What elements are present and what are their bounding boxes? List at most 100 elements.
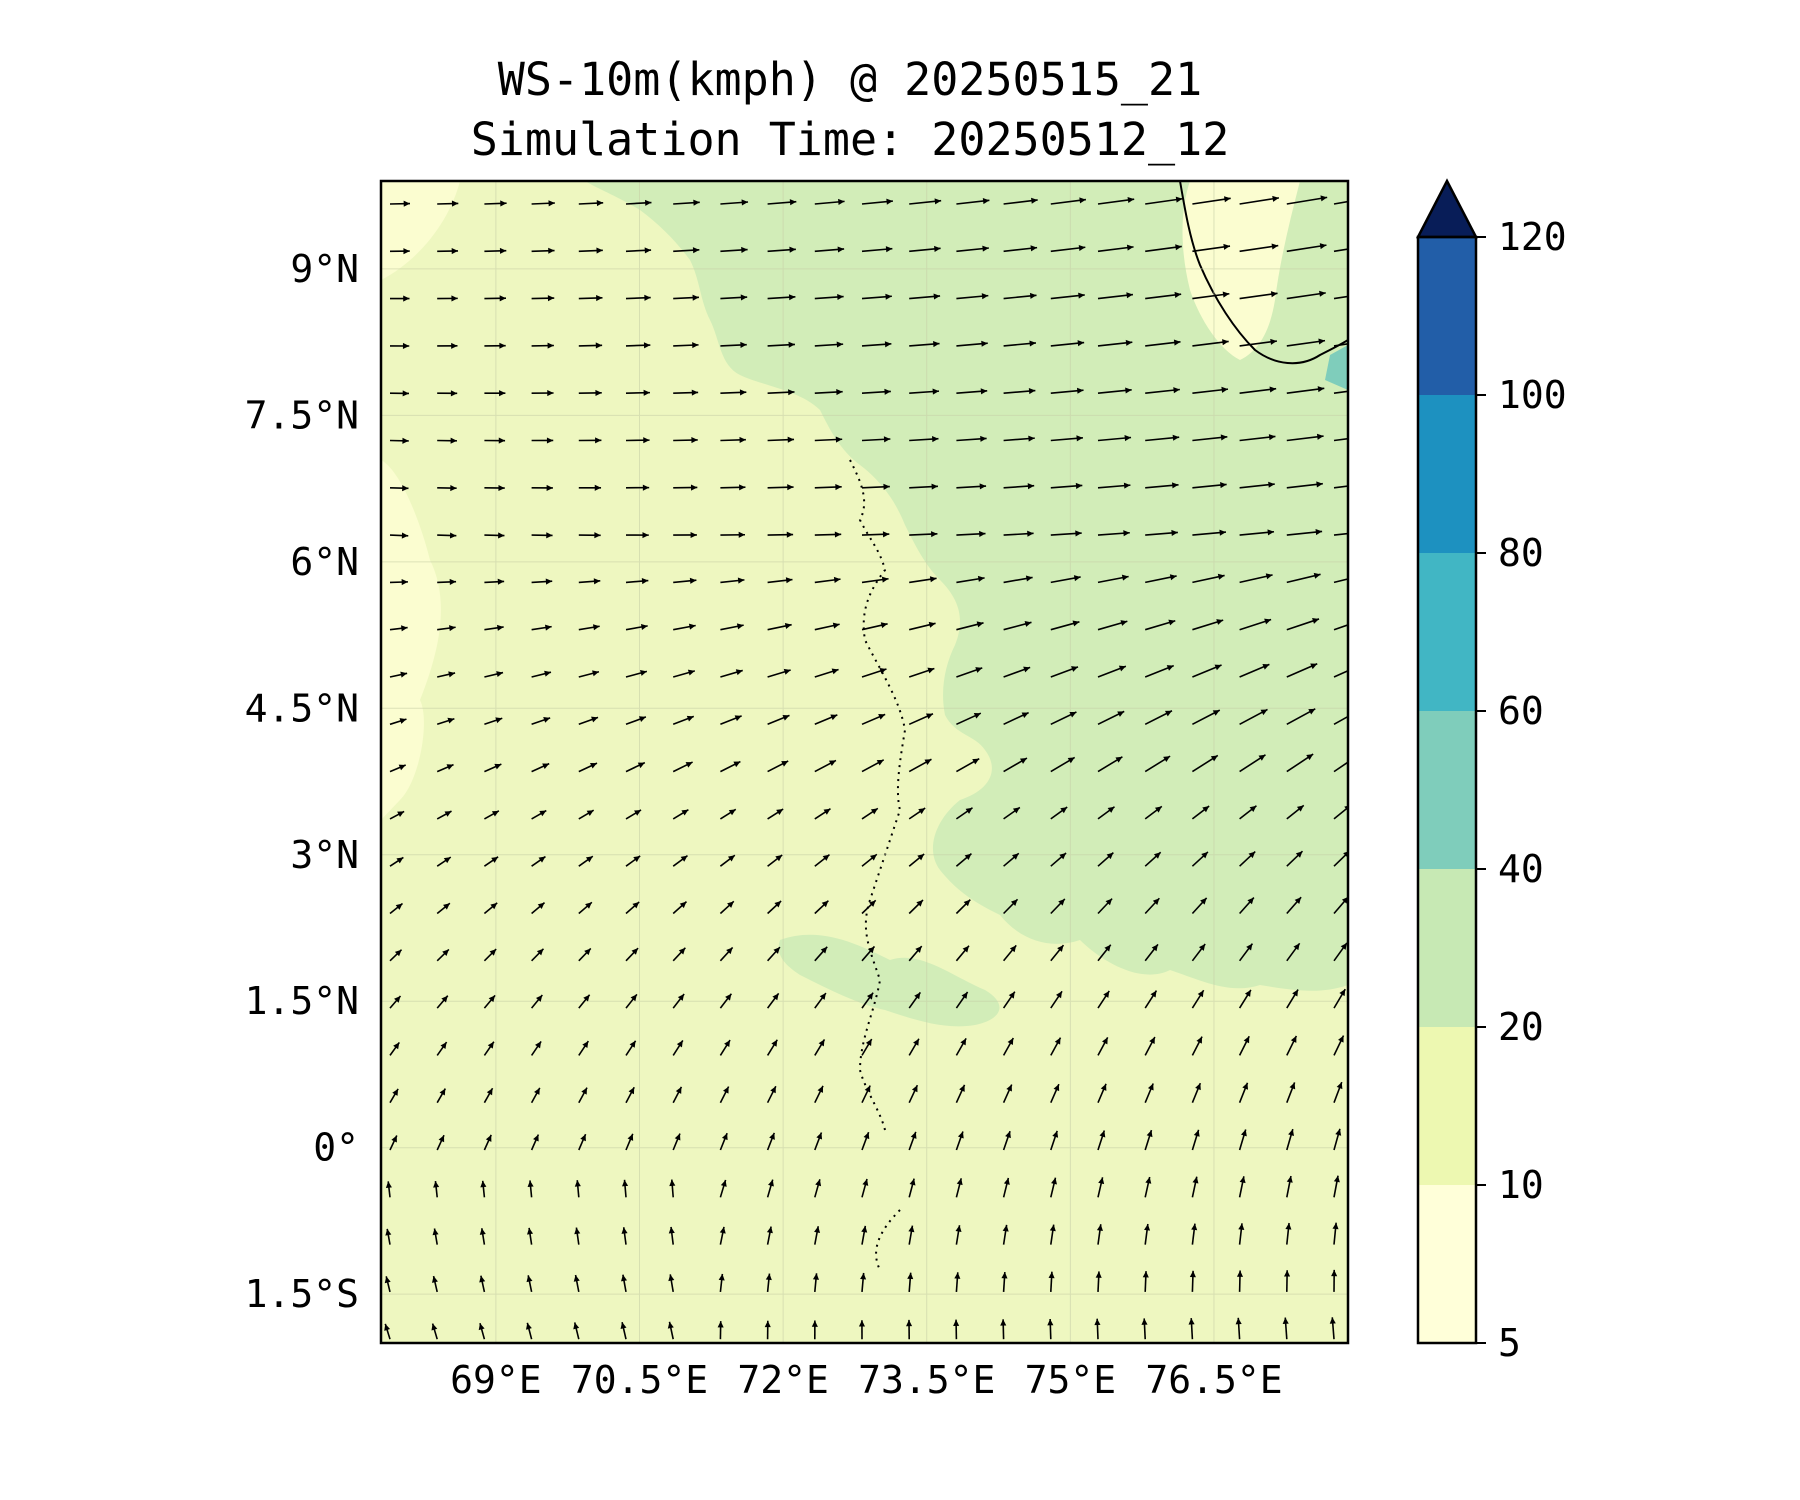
wind-arrow (956, 483, 987, 490)
wind-arrow (1192, 529, 1227, 536)
wind-arrow (1286, 529, 1323, 536)
wind-arrow (621, 1274, 628, 1293)
wind-arrow (436, 948, 450, 962)
wind-arrow (578, 809, 595, 820)
wind-arrow (483, 1134, 492, 1151)
wind-arrow (484, 342, 506, 349)
wind-arrow (1097, 806, 1115, 820)
wind-arrow (1238, 943, 1254, 962)
longitude-axis: 69°E 70.5°E 72°E 73.5°E 75°E 76.5°E (450, 1358, 1282, 1402)
wind-arrow (436, 902, 451, 915)
wind-arrow (1142, 1271, 1149, 1292)
wind-arrow (811, 1320, 818, 1340)
wind-arrow (389, 902, 404, 915)
wind-arrow (385, 1228, 392, 1245)
wind-arrow (1286, 618, 1320, 631)
wind-arrow (433, 1181, 440, 1198)
wind-arrow (625, 855, 641, 867)
wind-arrow (908, 1084, 919, 1104)
wind-arrow (436, 810, 452, 820)
wind-arrow (437, 390, 458, 397)
wind-arrow (531, 532, 553, 539)
wind-arrow (814, 293, 844, 301)
wind-arrow (1333, 669, 1348, 678)
wind-arrow (1003, 435, 1035, 442)
wind-arrow (672, 761, 693, 773)
wind-arrow (1145, 529, 1178, 536)
wind-arrow (573, 1322, 580, 1340)
wind-arrow (1097, 292, 1134, 300)
wind-arrow (1144, 1083, 1154, 1104)
wind-arrow (527, 1227, 534, 1245)
wind-arrow (1238, 989, 1252, 1009)
contour-20-40-south (778, 934, 1000, 1027)
wind-arrow (814, 622, 840, 631)
wind-arrow (1333, 295, 1348, 300)
wind-arrow (484, 578, 505, 585)
wind-arrow (1286, 1128, 1294, 1151)
wind-arrow (1048, 1271, 1055, 1292)
wind-arrow (909, 388, 940, 395)
wind-arrow (1191, 943, 1206, 962)
wind-arrow (767, 946, 781, 962)
wind-arrow (625, 670, 648, 678)
wind-arrow (625, 623, 648, 631)
wind-arrow (484, 295, 507, 302)
wind-arrow (1239, 243, 1279, 253)
wind-arrow (909, 531, 938, 538)
wind-arrow (1003, 806, 1021, 820)
wind-arrow (1239, 850, 1256, 867)
wind-arrow (1239, 338, 1277, 347)
wind-arrow (767, 341, 795, 348)
wind-arrow (1333, 896, 1348, 915)
wind-arrow (1238, 1082, 1249, 1103)
wind-arrow (483, 902, 498, 915)
wind-arrow (956, 712, 982, 726)
wind-arrow (1282, 1317, 1289, 1340)
colorbar-extend-arrow (1415, 178, 1479, 239)
wind-arrow (1333, 248, 1348, 253)
wind-arrow (484, 484, 505, 492)
wind-arrow (431, 1323, 438, 1340)
wind-arrow (814, 1226, 821, 1245)
wind-arrow (955, 991, 969, 1009)
wind-arrow (625, 578, 649, 585)
wind-arrow (767, 484, 794, 491)
wind-arrow (720, 715, 742, 726)
wind-arrow (1239, 434, 1276, 442)
lon-tick-label: 75°E (1025, 1358, 1117, 1402)
wind-arrow (1097, 898, 1113, 915)
wind-arrow (1191, 1082, 1202, 1104)
wind-arrow (625, 901, 640, 915)
wind-arrow (625, 1133, 634, 1151)
wind-arrow (672, 947, 686, 962)
wind-arrow (1003, 292, 1037, 300)
wind-arrow (1333, 1175, 1340, 1198)
wind-arrow (1286, 896, 1302, 915)
wind-arrow (1003, 898, 1019, 915)
wind-arrow (1050, 244, 1086, 253)
wind-arrow (861, 1131, 870, 1151)
wind-arrow (437, 532, 457, 539)
wind-arrow (767, 577, 793, 584)
wind-arrow (389, 437, 409, 444)
lat-tick-label: 6°N (290, 540, 359, 584)
wind-arrow (1002, 1037, 1015, 1056)
wind-arrow (1238, 1129, 1247, 1151)
wind-arrow (1144, 1223, 1151, 1245)
wind-arrow (578, 389, 602, 396)
wind-arrow (578, 901, 593, 915)
wind-arrow (814, 946, 828, 962)
wind-arrow (1192, 573, 1225, 584)
wind-arrow (531, 762, 550, 773)
wind-arrow (1097, 756, 1123, 773)
wind-arrow (1050, 482, 1083, 489)
wind-arrow (956, 388, 988, 395)
wind-arrow (718, 1273, 725, 1292)
wind-arrow (1097, 1177, 1105, 1198)
wind-arrow (861, 576, 889, 584)
wind-arrow (1000, 1319, 1007, 1340)
wind-arrow (1047, 1318, 1054, 1340)
wind-arrow (1003, 388, 1036, 395)
wind-arrow (1050, 806, 1068, 820)
